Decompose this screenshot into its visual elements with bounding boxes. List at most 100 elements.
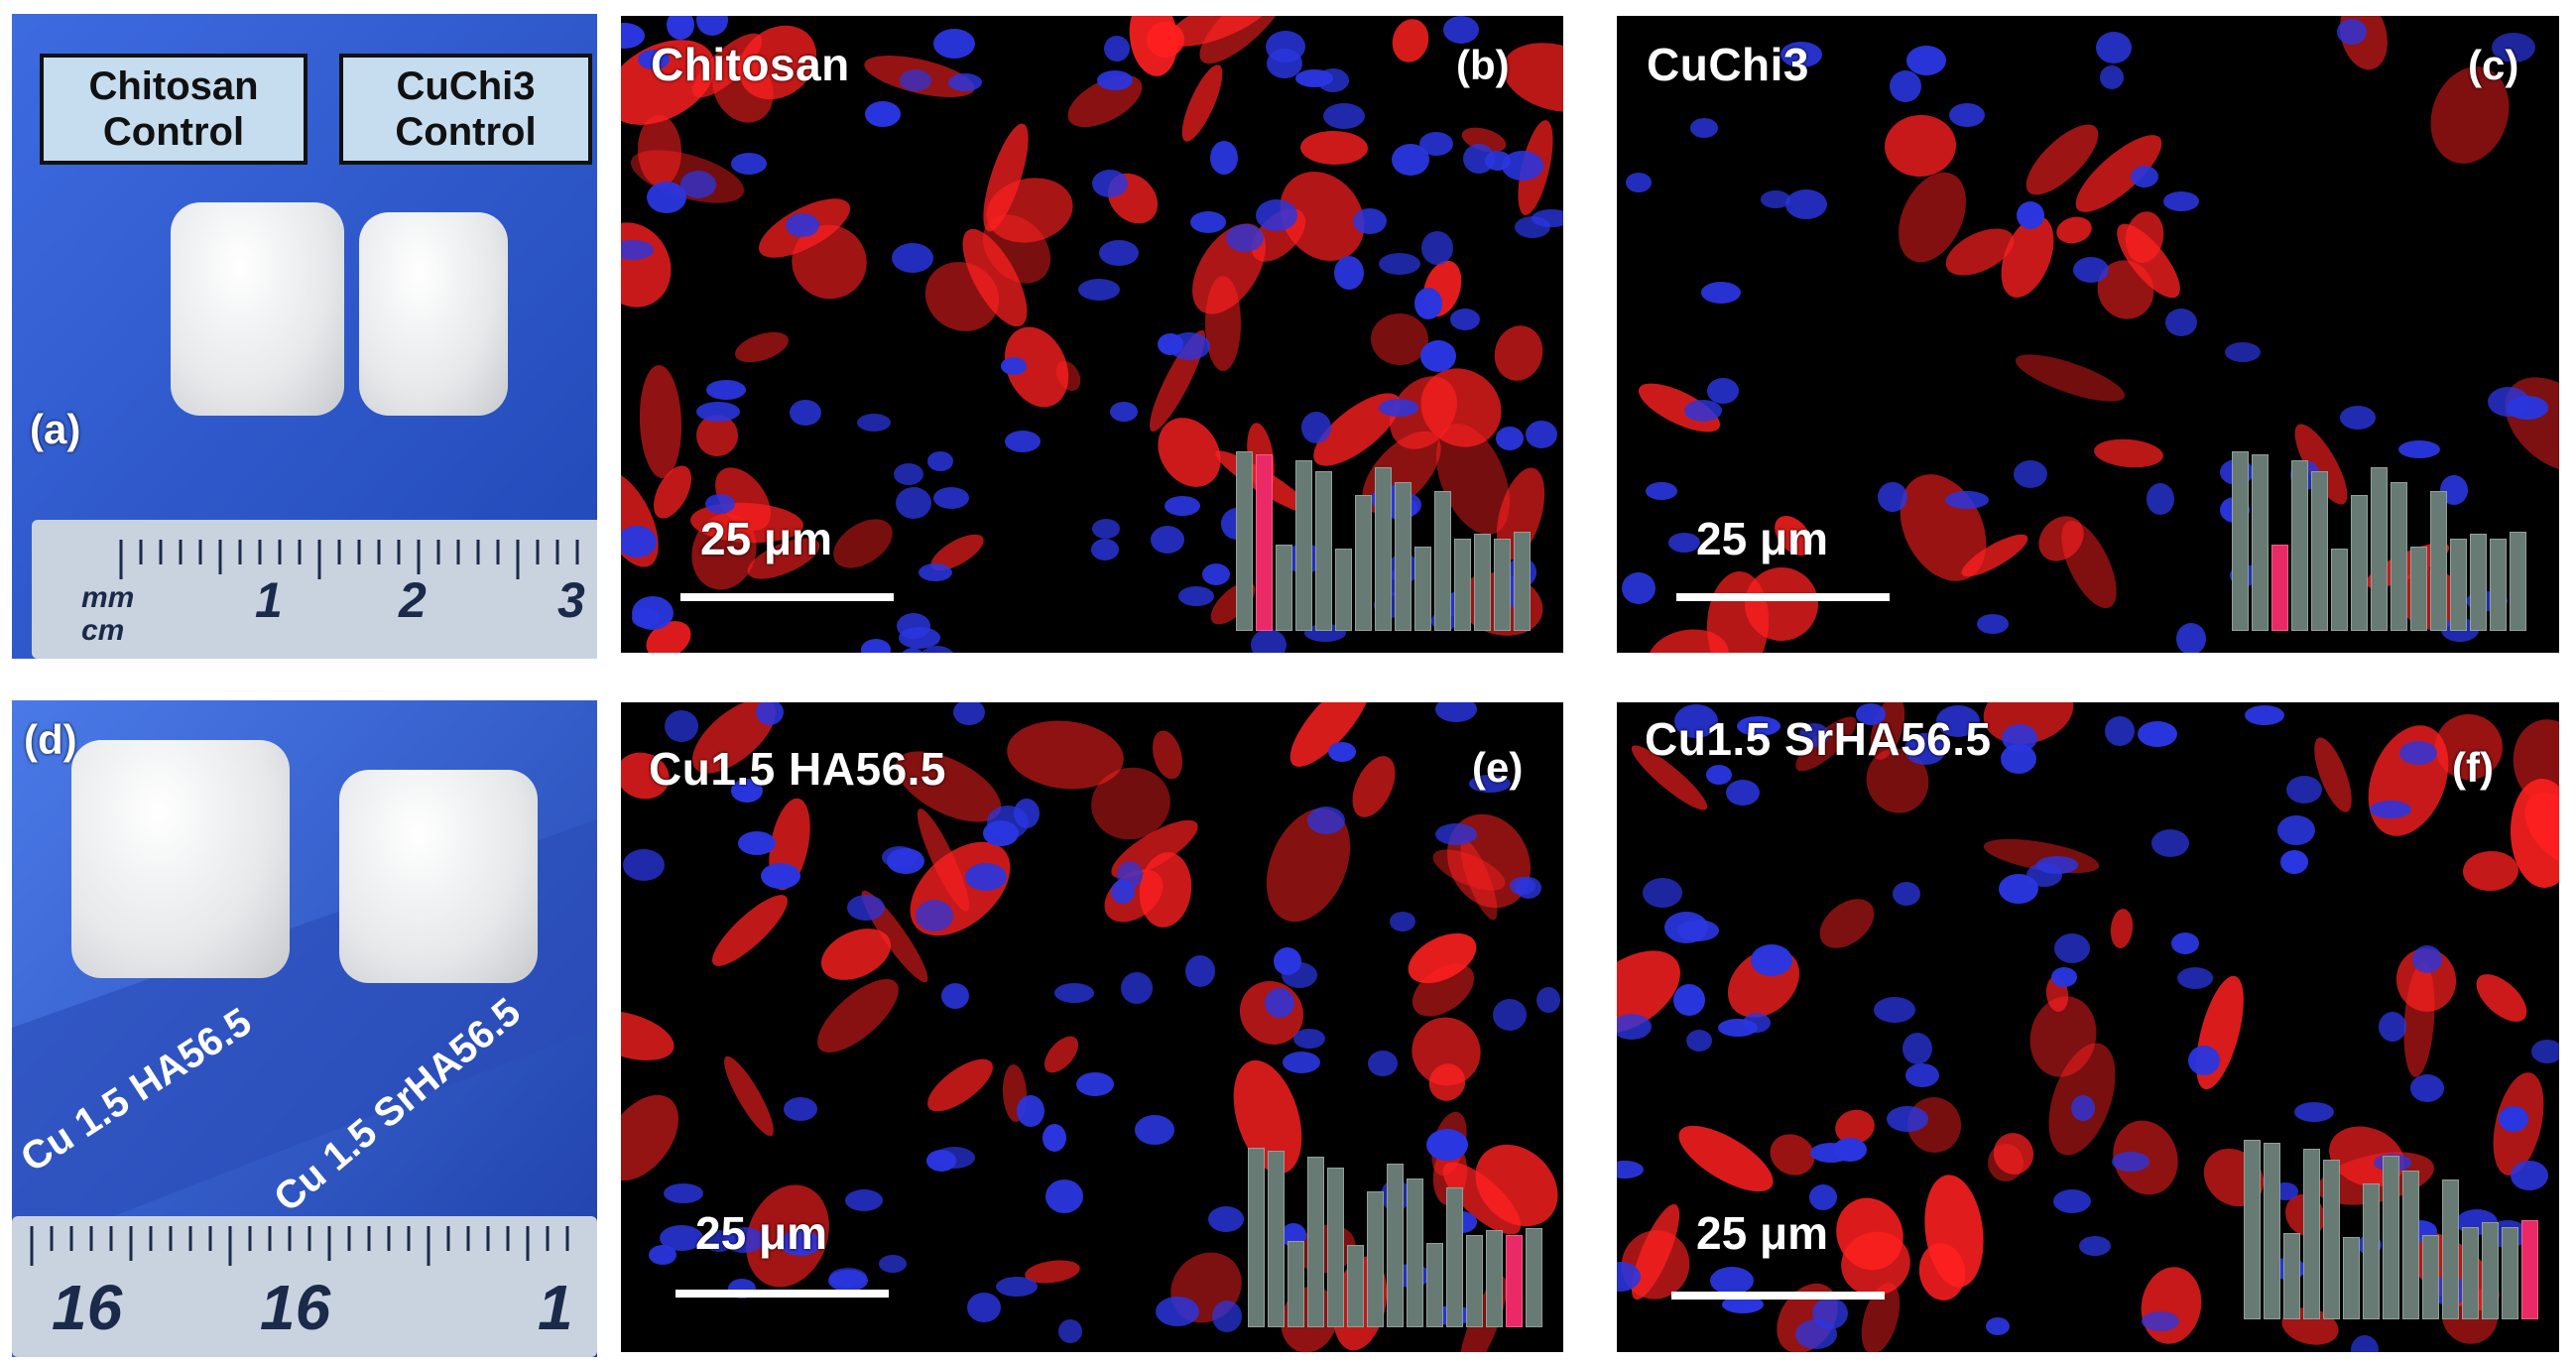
stained-cell-body — [1436, 423, 1510, 536]
cell-nucleus — [2280, 850, 2308, 874]
stained-cell-body — [2097, 260, 2154, 319]
stained-cell-body — [1428, 1063, 1466, 1101]
cell-nucleus — [1208, 1206, 1244, 1232]
stained-cell-body — [621, 752, 670, 800]
cell-nucleus — [953, 702, 985, 725]
cell-nucleus — [1785, 189, 1827, 219]
panel-b-micrograph: Chitosan (b) 25 μm — [621, 16, 1563, 653]
cell-nucleus — [2188, 1046, 2220, 1075]
cell-nucleus — [1307, 806, 1345, 834]
inset-bar — [2371, 467, 2388, 631]
inset-bar — [1395, 482, 1411, 631]
inset-bar — [2363, 1183, 2380, 1319]
cell-nucleus — [1646, 482, 1677, 500]
scale-bar-label: 25 μm — [1696, 513, 1828, 564]
cell-nucleus — [1902, 1033, 1932, 1064]
cell-nucleus — [1493, 999, 1527, 1031]
inset-bar — [2442, 1179, 2459, 1319]
cell-nucleus — [1301, 412, 1331, 443]
cell-nucleus — [2176, 623, 2206, 653]
stained-cell-body — [1266, 807, 1351, 923]
cell-nucleus — [1450, 309, 1480, 330]
ruler-tick-3: 3 — [557, 572, 585, 628]
stained-cell-body — [2294, 424, 2348, 505]
cell-nucleus — [2147, 483, 2174, 515]
cell-nucleus — [1496, 427, 1524, 450]
cu-ha-scaffold-sample — [71, 740, 290, 978]
cell-nucleus — [887, 848, 924, 874]
inset-bar — [1407, 1178, 1423, 1327]
cell-nucleus — [2054, 933, 2090, 963]
cell-nucleus — [2410, 1074, 2444, 1102]
stained-cell-body — [2038, 516, 2084, 561]
inset-bar — [2331, 549, 2348, 631]
cell-nucleus — [1701, 282, 1741, 304]
cell-nucleus — [2138, 721, 2177, 747]
stained-cell-body — [639, 365, 682, 478]
stained-cell-body — [833, 519, 893, 568]
stained-cell-body — [1352, 756, 1396, 817]
inset-bar — [2343, 1237, 2360, 1319]
inset-bar — [1315, 471, 1332, 631]
stained-cell-body — [1411, 1017, 1481, 1086]
stained-cell-body — [621, 222, 672, 308]
cell-nucleus — [1190, 211, 1226, 233]
stained-cell-body — [1819, 899, 1875, 948]
cell-nucleus — [2151, 829, 2189, 857]
cell-nucleus — [2507, 396, 2548, 420]
inset-bar — [2462, 1227, 2479, 1319]
cell-nucleus — [857, 414, 891, 432]
stained-cell-body — [962, 228, 1028, 327]
cell-nucleus — [845, 1189, 883, 1211]
inset-bar — [1474, 534, 1491, 631]
stained-cell-body — [1280, 172, 1365, 261]
stained-cell-body — [747, 538, 820, 579]
stained-cell-body — [2510, 779, 2559, 888]
scale-bar-label: 25 μm — [695, 1207, 827, 1259]
stained-cell-body — [1055, 360, 1081, 392]
cell-nucleus — [1673, 984, 1705, 1016]
inset-bar — [1236, 451, 1253, 631]
cell-nucleus — [847, 895, 885, 921]
cell-nucleus — [1906, 46, 1946, 75]
cell-nucleus — [1282, 962, 1317, 988]
stained-cell-body — [2403, 962, 2435, 1077]
cell-nucleus — [1097, 70, 1133, 90]
cell-nucleus — [664, 1183, 703, 1203]
cell-nucleus — [1005, 431, 1041, 452]
panel-title: Chitosan — [651, 39, 850, 90]
cell-nucleus — [2398, 440, 2440, 458]
cell-nucleus — [1856, 703, 1886, 725]
stained-cell-body — [1181, 64, 1223, 142]
inset-bar — [1454, 539, 1471, 631]
stained-cell-body — [792, 224, 867, 300]
cell-nucleus — [892, 243, 933, 273]
cell-nucleus — [1283, 1052, 1320, 1073]
cuchi3-scaffold-sample — [359, 212, 508, 416]
cell-nucleus — [1761, 190, 1790, 208]
stained-cell-body — [820, 929, 892, 980]
cell-nucleus — [933, 1147, 975, 1169]
cell-nucleus — [1293, 1029, 1325, 1049]
stained-cell-body — [1313, 393, 1401, 466]
stained-cell-body — [1300, 130, 1368, 166]
cell-nucleus — [1643, 878, 1682, 908]
cell-nucleus — [1706, 765, 1732, 785]
stained-cell-body — [2430, 66, 2510, 164]
stained-cell-body — [1918, 1243, 1966, 1301]
cell-nucleus — [1256, 199, 1297, 231]
cell-nucleus — [1690, 118, 1718, 138]
cell-nucleus — [2177, 967, 2213, 989]
cell-nucleus — [1893, 882, 1920, 906]
ruler-ticks — [30, 1226, 569, 1266]
cell-nucleus — [2131, 166, 2158, 187]
cell-nucleus — [1334, 256, 1364, 290]
inset-bar — [1434, 491, 1451, 631]
cell-nucleus — [1043, 1124, 1066, 1152]
cell-nucleus — [1737, 716, 1780, 736]
cell-nucleus — [1390, 912, 1415, 931]
panel-label-e: (e) — [1472, 744, 1524, 791]
cell-nucleus — [1421, 231, 1453, 265]
ruler-ticks — [119, 540, 579, 579]
stained-cell-body — [1945, 228, 2015, 276]
